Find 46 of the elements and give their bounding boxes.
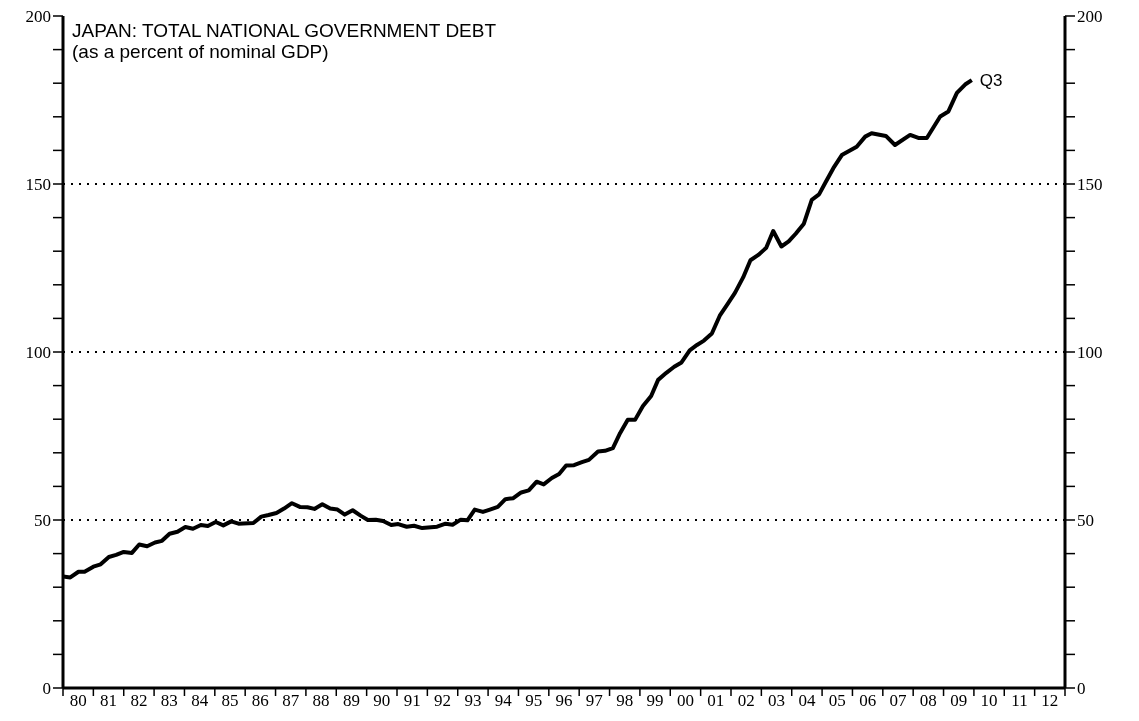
x-tick-label: 09 [950,691,968,710]
x-tick-label: 88 [312,691,330,710]
y2-tick-label: 200 [1077,7,1103,26]
x-tick-label: 99 [646,691,664,710]
x-tick-label: 81 [100,691,118,710]
x-tick-label: 91 [403,691,421,710]
text: (as a percent of nominal GDP) [72,41,330,62]
y-tick-label: 200 [25,7,51,26]
annotation: Q3 [979,71,1003,91]
x-tick-label: 04 [798,691,816,710]
x-tick-label: 07 [889,691,907,710]
x-tick-label: 97 [585,691,604,710]
x-tick-label: 05 [828,691,846,710]
x-tick-label: 95 [525,691,543,710]
x-tick-label: 00 [676,691,694,710]
x-tick-label: 92 [434,691,452,710]
x-tick-label: 85 [221,691,239,710]
x-tick-label: 93 [464,691,482,710]
x-tick-label: 12 [1041,691,1059,710]
x-tick-label: 82 [130,691,148,710]
x-tick-label: 11 [1011,691,1028,710]
x-tick-label: 84 [191,691,209,710]
y2-tick-label: 150 [1077,175,1103,194]
x-tick-label: 03 [768,691,786,710]
x-tick-label: 80 [69,691,87,710]
y2-tick-label: 0 [1077,679,1086,698]
chart-title: JAPAN: TOTAL NATIONAL GOVERNMENT DEBT [72,20,497,41]
x-tick-label: 86 [251,691,269,710]
x-tick-label: 89 [342,691,360,710]
y-tick-label: 100 [25,343,51,362]
x-tick-label: 08 [919,691,937,710]
x-tick-label: 02 [737,691,755,710]
x-tick-label: 83 [160,691,178,710]
x-tick-label: 87 [282,691,300,710]
y-tick-label: 50 [34,511,51,530]
y2-tick-label: 100 [1077,343,1103,362]
y2-tick-label: 50 [1077,511,1094,530]
y-tick-label: 0 [42,679,51,698]
x-tick-label: 10 [980,691,998,710]
x-tick-label: 06 [859,691,877,710]
x-tick-label: 01 [707,691,725,710]
x-tick-label: 96 [555,691,573,710]
y-tick-label: 150 [25,175,51,194]
x-tick-label: 94 [494,691,513,710]
x-tick-label: 98 [616,691,634,710]
x-tick-label: 90 [373,691,391,710]
